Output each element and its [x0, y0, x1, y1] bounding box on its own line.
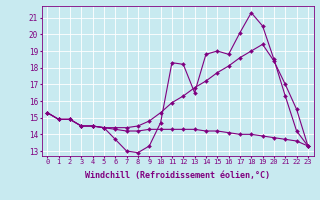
X-axis label: Windchill (Refroidissement éolien,°C): Windchill (Refroidissement éolien,°C) — [85, 171, 270, 180]
